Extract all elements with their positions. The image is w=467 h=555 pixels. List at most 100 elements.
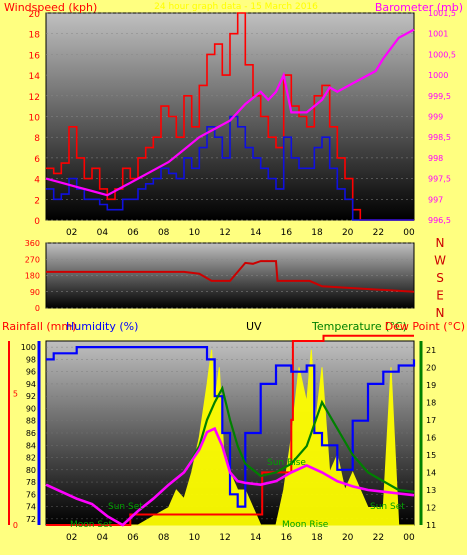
wind-left-tick: 8 <box>34 134 40 144</box>
humidity-tick: 96 <box>26 368 36 377</box>
temp-tick: 21 <box>426 346 436 355</box>
rain-x-tick: 02 <box>66 533 77 543</box>
humidity-tick: 82 <box>26 454 36 463</box>
temp-tick: 17 <box>426 416 436 425</box>
temp-tick: 12 <box>426 503 436 512</box>
compass-letter: S <box>436 271 444 285</box>
baro-right-tick: 999 <box>428 113 443 122</box>
humidity-tick: 74 <box>26 503 36 512</box>
direction-line <box>46 260 415 293</box>
baro-right-tick: 1001 <box>428 30 448 39</box>
wind-x-tick: 22 <box>373 228 384 238</box>
rain-tick: 5 <box>13 390 18 399</box>
humidity-tick: 80 <box>26 466 36 475</box>
windspeed-axis-label: Windspeed (kph) <box>4 1 97 14</box>
compass-letter: N <box>436 306 445 320</box>
baro-right-tick: 998,5 <box>428 133 451 142</box>
dewpoint-line <box>45 426 415 527</box>
wind-left-tick: 4 <box>34 176 40 186</box>
wind-left-tick: 10 <box>29 114 41 124</box>
rain-x-tick: 10 <box>189 533 201 543</box>
humidity-tick: 98 <box>26 355 36 364</box>
rain-x-tick: 22 <box>373 533 384 543</box>
wind-left-tick: 12 <box>29 93 40 103</box>
wind-x-tick: 20 <box>342 228 354 238</box>
uv-area <box>46 349 414 526</box>
rain-x-tick: 00 <box>403 533 415 543</box>
humidity-tick: 78 <box>26 478 36 487</box>
humidity-tick: 92 <box>26 392 36 401</box>
sunset-label-2: Sun Set <box>370 502 405 512</box>
baro-right-tick: 997,5 <box>428 175 451 184</box>
wind-left-tick: 16 <box>29 51 41 61</box>
wind-left-tick: 6 <box>34 155 40 165</box>
wind-x-tick: 16 <box>281 228 293 238</box>
rain-tick: 0 <box>13 521 18 530</box>
baro-right-tick: 997 <box>428 195 443 204</box>
rain-x-tick: 14 <box>250 533 262 543</box>
humidity-line <box>46 346 416 508</box>
barometer-axis-label: Barometer (mb) <box>375 1 463 14</box>
rain-x-tick: 16 <box>281 533 293 543</box>
baro-right-tick: 996,5 <box>428 216 451 225</box>
humidity-tick: 84 <box>26 441 36 450</box>
humidity-tick: 88 <box>26 417 36 426</box>
wind-left-tick: 20 <box>29 10 41 20</box>
baro-right-tick: 1000 <box>428 71 448 80</box>
baro-right-tick: 999,5 <box>428 92 451 101</box>
wind-x-tick: 04 <box>97 228 109 238</box>
direction-left-tick: 90 <box>30 288 40 297</box>
humidity-tick: 100 <box>21 343 36 352</box>
sunrise-label: Sun Rise <box>267 458 306 468</box>
direction-left-tick: 360 <box>25 239 40 248</box>
humidity-tick: 94 <box>26 380 36 389</box>
wind-x-tick: 14 <box>250 228 262 238</box>
humidity-tick: 72 <box>26 515 36 524</box>
wind-x-tick: 00 <box>403 228 415 238</box>
wind-x-tick: 06 <box>127 228 139 238</box>
temp-tick: 19 <box>426 381 436 390</box>
wind-left-tick: 14 <box>29 72 41 82</box>
compass-letter: E <box>436 289 444 303</box>
temp-tick: 15 <box>426 451 436 460</box>
wind-x-tick: 08 <box>158 228 170 238</box>
moonrise-label: Moon Rise <box>282 520 329 530</box>
dewpoint-axis-label: Dew Point (°C) <box>385 320 465 333</box>
humidity-tick: 76 <box>26 490 36 499</box>
humidity-tick: 90 <box>26 404 36 413</box>
temp-tick: 11 <box>426 521 436 530</box>
chart-title-overlay: 24 hour graph data - 15 March 2016 <box>154 2 318 12</box>
rain-x-tick: 20 <box>342 533 354 543</box>
wind-x-tick: 02 <box>66 228 77 238</box>
temp-tick: 18 <box>426 398 436 407</box>
direction-left-tick: 270 <box>25 255 40 264</box>
rain-x-tick: 12 <box>219 533 230 543</box>
rain-x-tick: 08 <box>158 533 170 543</box>
baro-right-tick: 998 <box>428 154 443 163</box>
humidity-tick: 86 <box>26 429 36 438</box>
wind-x-tick: 18 <box>311 228 323 238</box>
rainfall-axis-label: Rainfall (mm) <box>2 320 76 333</box>
wind-x-tick: 10 <box>189 228 201 238</box>
wind-avg-line <box>46 115 414 221</box>
uv-axis-label: UV <box>246 320 262 333</box>
moonset-label: Moon Set <box>70 520 113 530</box>
compass-letter: N <box>436 236 445 250</box>
rain-x-tick: 04 <box>97 533 109 543</box>
temp-tick: 16 <box>426 433 436 442</box>
temp-tick: 14 <box>426 468 436 477</box>
direction-left-tick: 180 <box>25 272 40 281</box>
humidity-axis-label: Humidity (%) <box>66 320 138 333</box>
direction-left-tick: 0 <box>35 304 40 313</box>
compass-letter: W <box>434 254 446 268</box>
temperature-axis-label: Temperature (°C) <box>311 320 407 333</box>
temp-tick: 13 <box>426 486 436 495</box>
rain-x-tick: 18 <box>311 533 323 543</box>
barometer-line <box>45 28 415 197</box>
wind-left-tick: 18 <box>29 31 41 41</box>
temp-tick: 20 <box>426 363 436 372</box>
sunset-label: Sun Set <box>108 502 143 512</box>
baro-right-tick: 1001,5 <box>428 9 456 18</box>
